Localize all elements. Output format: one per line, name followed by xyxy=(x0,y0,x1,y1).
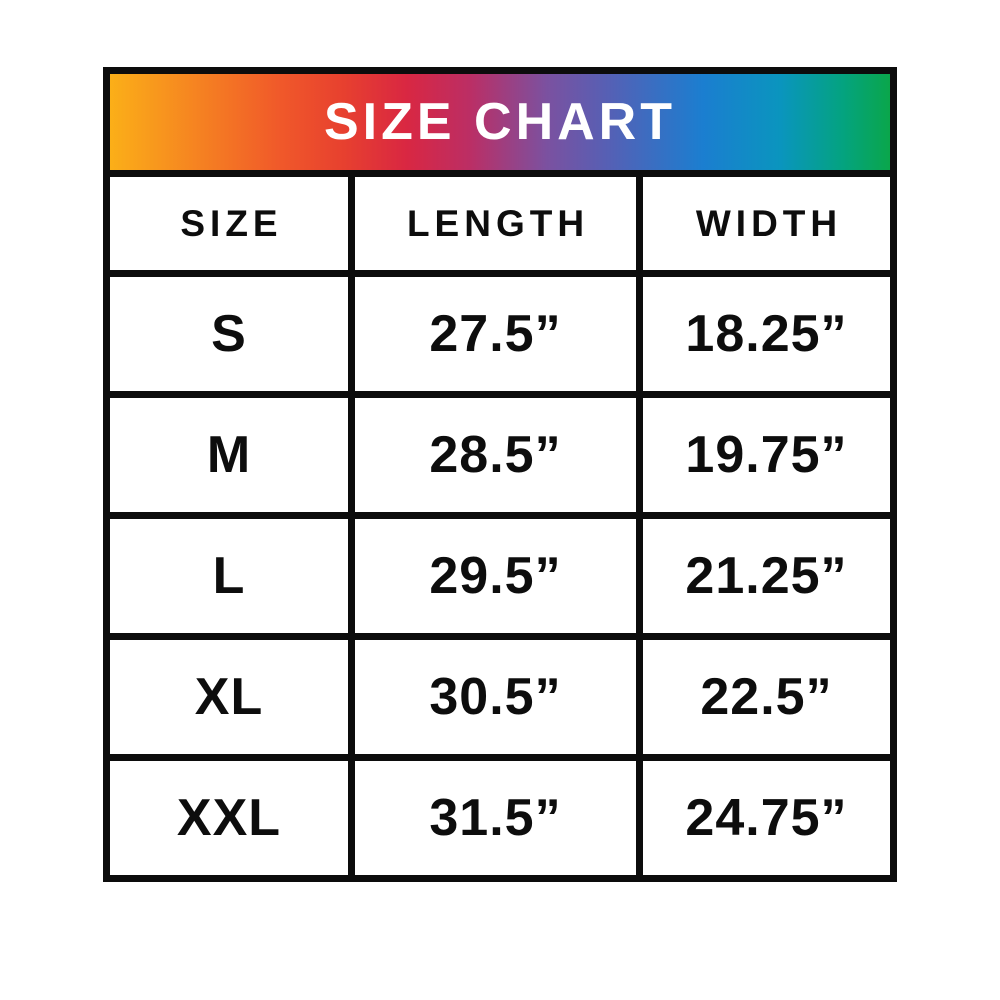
row-xxl-size-cell: XXL xyxy=(110,761,348,875)
row-xl-length-cell: 30.5” xyxy=(355,640,636,754)
row-s-length-cell: 27.5” xyxy=(355,277,636,391)
row-xl-width-cell: 22.5” xyxy=(643,640,890,754)
row-l-length-cell: 29.5” xyxy=(355,519,636,633)
row-xl-size-cell: XL xyxy=(110,640,348,754)
row-m-length-cell: 28.5” xyxy=(355,398,636,512)
row-m-width-cell: 19.75” xyxy=(643,398,890,512)
size-chart-title: SIZE CHART xyxy=(324,93,676,151)
row-m-size-cell: M xyxy=(110,398,348,512)
row-xxl-width-cell: 24.75” xyxy=(643,761,890,875)
size-chart-banner: SIZE CHART xyxy=(110,74,890,170)
row-s-width-cell: 18.25” xyxy=(643,277,890,391)
row-s-size-cell: S xyxy=(110,277,348,391)
size-chart-table: SIZE CHART SIZE LENGTH WIDTH S 27.5” 18.… xyxy=(103,67,897,882)
size-chart-grid: SIZE LENGTH WIDTH S 27.5” 18.25” M 28.5”… xyxy=(110,177,890,875)
row-l-width-cell: 21.25” xyxy=(643,519,890,633)
column-header-length: LENGTH xyxy=(355,177,636,270)
row-xxl-length-cell: 31.5” xyxy=(355,761,636,875)
row-l-size-cell: L xyxy=(110,519,348,633)
column-header-width: WIDTH xyxy=(643,177,890,270)
column-header-size: SIZE xyxy=(110,177,348,270)
